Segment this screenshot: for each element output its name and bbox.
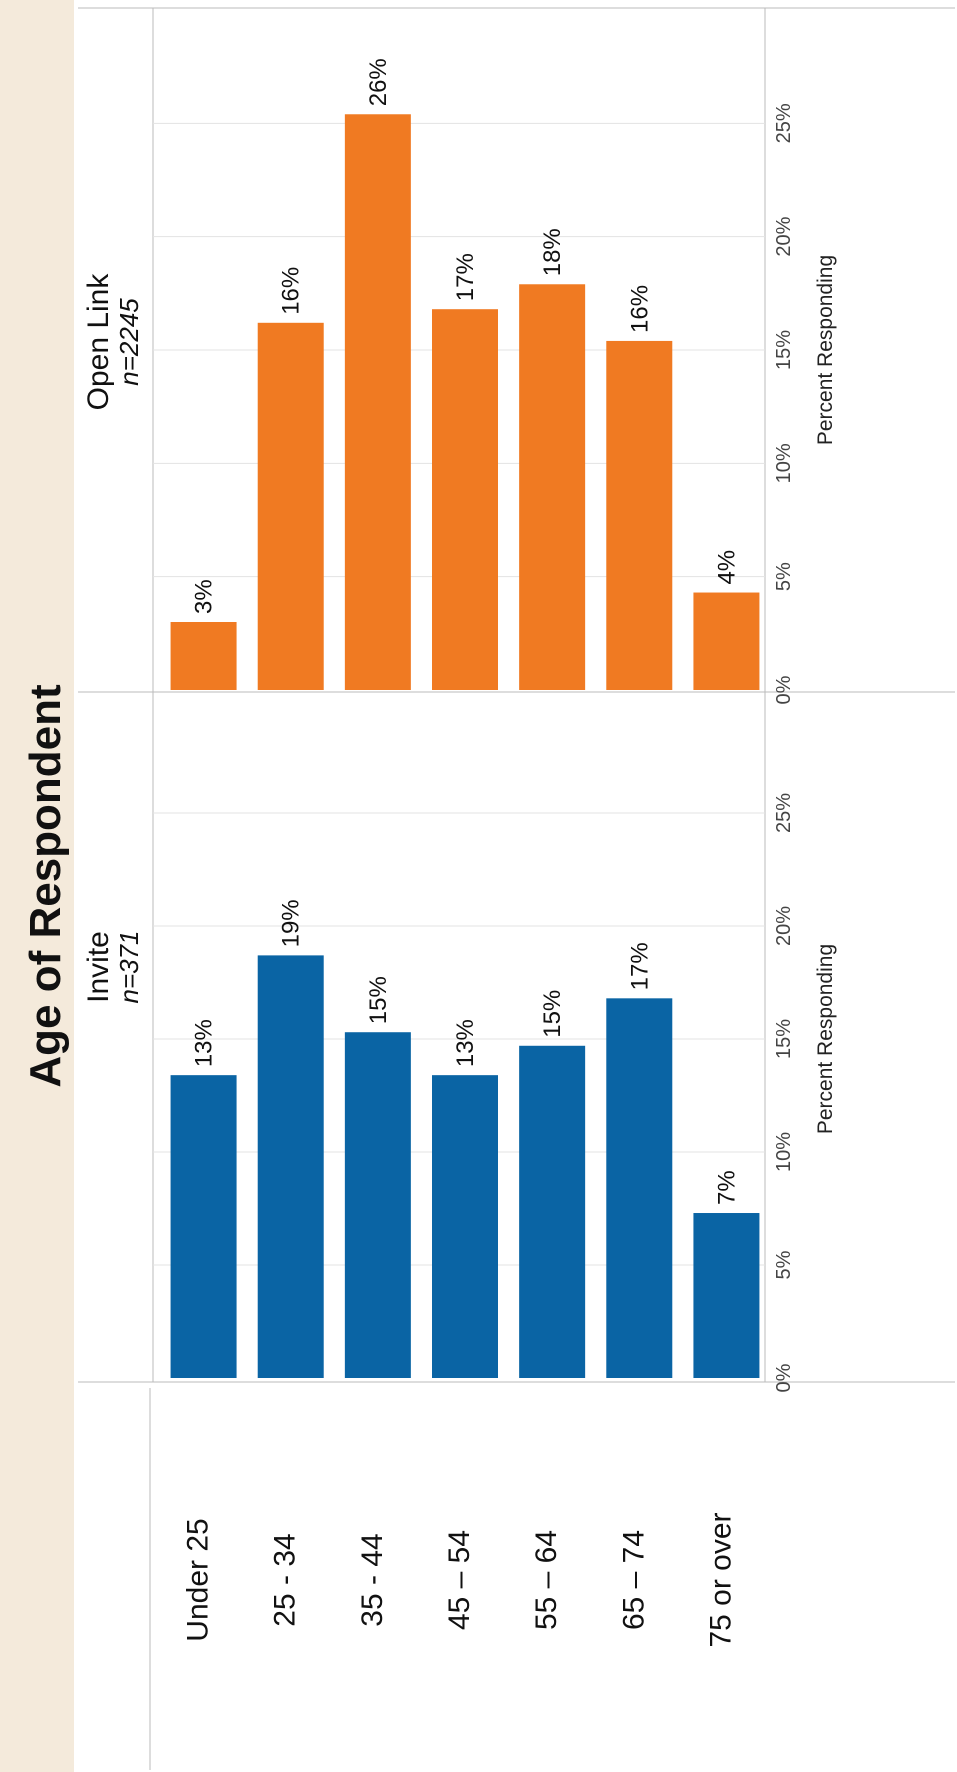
data-label: 4% (713, 550, 740, 585)
category-label: 65 – 74 (617, 1530, 650, 1630)
bar (344, 1032, 411, 1378)
axis-label: Percent Responding (814, 944, 837, 1134)
tick-label: 25% (773, 103, 795, 143)
tick-label: 10% (773, 443, 795, 483)
data-label: 17% (452, 253, 479, 301)
data-label: 17% (626, 942, 653, 990)
data-label: 26% (365, 58, 392, 106)
bar (693, 1213, 760, 1378)
bar (170, 1075, 237, 1378)
panel-n-label: n=2245 (114, 298, 144, 386)
bar (257, 322, 324, 690)
data-label: 16% (626, 285, 653, 333)
data-label: 18% (539, 228, 566, 276)
panel-n-label: n=371 (114, 930, 144, 1003)
tick-label: 15% (773, 330, 795, 370)
category-label: Under 25 (182, 1518, 215, 1641)
category-label: 25 - 34 (269, 1533, 302, 1626)
category-label: 35 - 44 (356, 1533, 389, 1626)
tick-label: 20% (773, 216, 795, 256)
data-label: 16% (278, 267, 305, 315)
data-label: 15% (365, 976, 392, 1024)
tick-label: 0% (773, 675, 795, 704)
bar (606, 340, 673, 690)
data-label: 13% (191, 1019, 218, 1067)
tick-label: 5% (773, 1250, 795, 1279)
category-label: 45 – 54 (443, 1530, 476, 1630)
data-label: 19% (278, 899, 305, 947)
tick-label: 10% (773, 1132, 795, 1172)
tick-label: 25% (773, 793, 795, 833)
bar (519, 1045, 586, 1378)
bar (257, 955, 324, 1378)
data-label: 7% (713, 1170, 740, 1205)
panel-title: Open Link (82, 273, 115, 411)
category-label: 75 or over (704, 1512, 737, 1647)
bar (170, 622, 237, 690)
bar (432, 309, 498, 690)
data-label: 15% (539, 990, 566, 1038)
panel-title: Invite (82, 931, 115, 1003)
bar (519, 284, 586, 690)
category-label: 55 – 64 (530, 1530, 563, 1630)
chart-title: Age of Respondent (21, 684, 70, 1088)
bar (693, 592, 760, 690)
data-label: 13% (452, 1019, 479, 1067)
tick-label: 15% (773, 1019, 795, 1059)
bar (432, 1075, 498, 1378)
tick-label: 5% (773, 562, 795, 591)
bar (606, 998, 673, 1378)
tick-label: 20% (773, 906, 795, 946)
bar (344, 114, 411, 691)
axis-label: Percent Responding (814, 255, 837, 445)
title-band (0, 0, 74, 1772)
tick-label: 0% (773, 1363, 795, 1392)
data-label: 3% (191, 579, 218, 614)
